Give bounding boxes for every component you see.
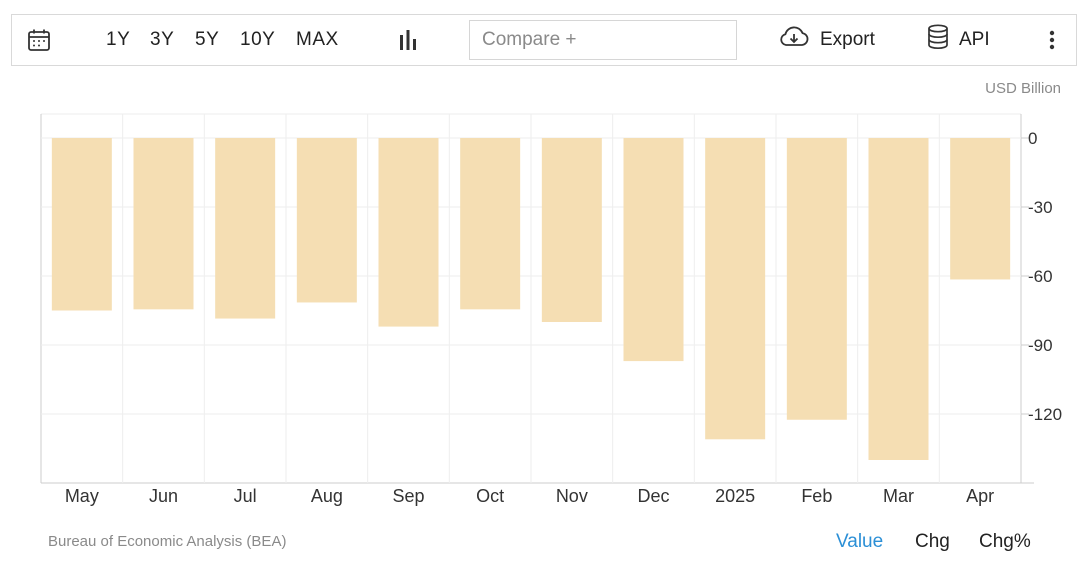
bar-layer	[51, 138, 1011, 460]
chart-toolbar: 1Y 3Y 5Y 10Y MAX Compare + Export	[11, 14, 1077, 66]
x-tick-label: Jul	[234, 486, 257, 506]
export-button[interactable]: Export	[778, 15, 875, 65]
calendar-icon[interactable]	[26, 15, 52, 65]
x-tick-label: 2025	[715, 486, 755, 506]
range-5y-button[interactable]: 5Y	[195, 29, 220, 50]
bar-jul[interactable]	[215, 138, 276, 319]
x-tick-label: Nov	[556, 486, 588, 506]
x-tick-label: Mar	[883, 486, 914, 506]
y-tick-label: -90	[1028, 336, 1053, 355]
range-max-button[interactable]: MAX	[296, 29, 339, 50]
tab-value[interactable]: Value	[836, 531, 884, 552]
bar-jun[interactable]	[133, 138, 194, 310]
bar-sep[interactable]	[378, 138, 439, 327]
bar-2025[interactable]	[705, 138, 766, 440]
axis-layer: 0 -30 -60 -90 -120 May Jun Jul Aug Sep Oct Nov Dec 20…	[65, 129, 1062, 506]
source-label: Bureau of Economic Analysis (BEA)	[48, 533, 287, 550]
x-tick-label: Jun	[149, 486, 178, 506]
compare-input[interactable]: Compare +	[469, 20, 737, 60]
x-tick-label: Feb	[801, 486, 832, 506]
x-tick-label: Sep	[392, 486, 424, 506]
range-3y-button[interactable]: 3Y	[150, 29, 175, 50]
x-tick-label: Dec	[637, 486, 669, 506]
bar-apr[interactable]	[950, 138, 1011, 280]
y-tick-label: 0	[1028, 129, 1037, 148]
grid-layer	[40, 113, 1034, 484]
cloud-download-icon	[778, 26, 810, 54]
bar-nov[interactable]	[541, 138, 602, 322]
tab-chg-percent[interactable]: Chg%	[979, 531, 1031, 552]
api-button[interactable]: API	[927, 15, 990, 65]
range-10y-button[interactable]: 10Y	[240, 29, 276, 50]
bar-chart-icon[interactable]	[396, 15, 420, 65]
x-tick-label: Apr	[966, 486, 994, 506]
export-label: Export	[820, 29, 875, 50]
bar-oct[interactable]	[460, 138, 521, 310]
bar-may[interactable]	[51, 138, 112, 311]
y-tick-label: -60	[1028, 267, 1053, 286]
more-vertical-icon[interactable]	[1042, 15, 1062, 65]
bar-feb[interactable]	[786, 138, 847, 420]
range-1y-button[interactable]: 1Y	[106, 29, 131, 50]
x-tick-label: May	[65, 486, 99, 506]
api-label: API	[959, 29, 990, 50]
bar-aug[interactable]	[296, 138, 357, 303]
y-tick-label: -120	[1028, 405, 1062, 424]
x-tick-label: Aug	[311, 486, 343, 506]
y-tick-label: -30	[1028, 198, 1053, 217]
database-icon	[927, 24, 949, 56]
bar-mar[interactable]	[868, 138, 929, 460]
x-tick-label: Oct	[476, 486, 504, 506]
units-label: USD Billion	[985, 80, 1061, 97]
tab-chg[interactable]: Chg	[915, 531, 950, 552]
bar-dec[interactable]	[623, 138, 684, 362]
